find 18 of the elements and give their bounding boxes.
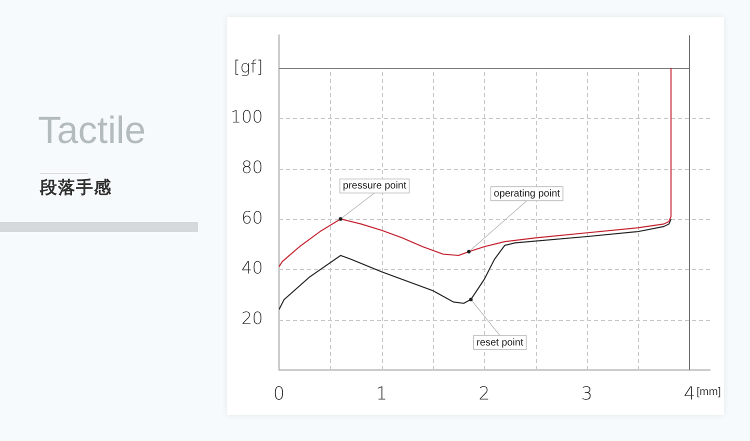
x-tick-label: 4 bbox=[684, 383, 696, 404]
point bbox=[469, 298, 473, 302]
y-tick-label: 100 bbox=[230, 108, 263, 128]
annotation: reset point bbox=[476, 337, 524, 348]
annotation: pressure point bbox=[342, 180, 406, 192]
y-tick-label: 40 bbox=[241, 258, 263, 279]
text: 段落手感 bbox=[40, 177, 112, 199]
x-tick-label: 3 bbox=[581, 383, 593, 404]
y-tick-label: [gf] bbox=[234, 57, 263, 78]
x-tick-label: 1 bbox=[376, 383, 388, 404]
x-tick-label: 0 bbox=[273, 383, 285, 404]
y-tick-label: 60 bbox=[241, 208, 263, 228]
x-axis-title: [mm] bbox=[696, 386, 721, 398]
x-tick-label: 2 bbox=[478, 383, 490, 404]
text: Tactile bbox=[38, 110, 146, 153]
annotation: operating point bbox=[494, 188, 560, 200]
y-tick-label: 80 bbox=[241, 158, 263, 178]
y-tick-label: 20 bbox=[241, 309, 263, 330]
